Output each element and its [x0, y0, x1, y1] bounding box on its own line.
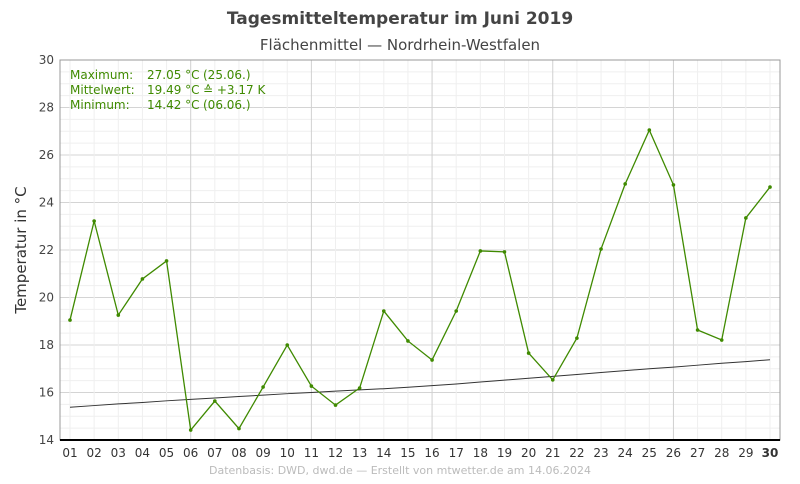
y-tick-label: 14 — [39, 433, 54, 447]
x-tick-label: 12 — [328, 446, 343, 460]
data-point — [695, 328, 700, 332]
y-axis-label: Temperatur in °C — [12, 186, 30, 314]
y-tick-label: 30 — [39, 53, 54, 67]
x-tick-label: 05 — [159, 446, 174, 460]
x-tick-label: 03 — [111, 446, 126, 460]
x-tick-label: 10 — [280, 446, 295, 460]
data-point — [92, 219, 96, 223]
y-tick-label: 16 — [39, 386, 54, 400]
max-value: 27.05 °C — [147, 68, 200, 82]
y-tick-label: 24 — [39, 196, 54, 210]
x-tick-label: 02 — [86, 446, 101, 460]
y-tick-label: 28 — [39, 101, 54, 115]
x-tick-label: 14 — [376, 446, 391, 460]
footer-source: Datenbasis: DWD, dwd.de — Erstellt von m… — [209, 464, 591, 477]
mean-anomaly: ≙ +3.17 K — [203, 83, 266, 97]
data-point — [285, 343, 290, 347]
mean-label: Mittelwert: — [70, 83, 135, 97]
x-tick-label: 30 — [762, 446, 779, 460]
data-point — [406, 339, 410, 343]
x-tick-label: 17 — [449, 446, 464, 460]
chart-title: Tagesmitteltemperatur im Juni 2019 — [227, 9, 573, 29]
data-point — [526, 351, 531, 355]
data-point — [333, 403, 338, 407]
max-date: (25.06.) — [203, 68, 251, 82]
x-tick-label: 19 — [497, 446, 512, 460]
y-tick-label: 18 — [39, 338, 54, 352]
max-label: Maximum: — [70, 68, 133, 82]
x-tick-label: 04 — [135, 446, 150, 460]
min-label: Minimum: — [70, 98, 130, 112]
data-point — [671, 183, 676, 187]
data-point — [237, 426, 241, 431]
x-tick-label: 22 — [569, 446, 584, 460]
data-point — [309, 384, 314, 388]
x-tick-label: 23 — [593, 446, 608, 460]
x-tick-label: 18 — [473, 446, 488, 460]
x-tick-label: 08 — [231, 446, 246, 460]
data-point — [188, 428, 193, 432]
data-point — [116, 313, 121, 317]
x-tick-label: 09 — [255, 446, 270, 460]
x-tick-label: 20 — [521, 446, 536, 460]
y-tick-label: 20 — [39, 291, 54, 305]
data-point — [623, 182, 627, 186]
x-tick-label: 25 — [642, 446, 657, 460]
x-tick-label: 29 — [738, 446, 753, 460]
data-point — [719, 338, 724, 342]
data-point — [599, 247, 603, 251]
data-point — [478, 249, 483, 253]
data-point — [454, 309, 459, 313]
data-point — [261, 385, 265, 389]
data-point — [140, 277, 145, 281]
data-point — [381, 309, 386, 313]
mean-value: 19.49 °C — [147, 83, 200, 97]
temperature-line — [69, 128, 771, 432]
x-tick-label: 06 — [183, 446, 198, 460]
reference-line — [69, 359, 771, 408]
min-value: 14.42 °C — [147, 98, 200, 112]
data-point — [768, 185, 772, 189]
data-point — [213, 399, 217, 403]
data-point — [502, 250, 507, 254]
stats-box: Maximum: 27.05 °C (25.06.) Mittelwert: 1… — [70, 68, 266, 112]
data-point — [550, 378, 555, 382]
chart-subtitle: Flächenmittel — Nordrhein-Westfalen — [260, 36, 540, 54]
x-tick-label: 26 — [666, 446, 681, 460]
x-tick-label: 16 — [424, 446, 439, 460]
x-tick-label: 07 — [207, 446, 222, 460]
data-point — [68, 318, 72, 322]
x-tick-label: 21 — [545, 446, 560, 460]
data-point — [164, 259, 169, 263]
x-tick-label: 13 — [352, 446, 367, 460]
data-point — [430, 358, 434, 362]
x-tick-label: 28 — [714, 446, 729, 460]
grid — [60, 59, 780, 441]
data-point — [575, 336, 579, 340]
x-tick-label: 27 — [690, 446, 705, 460]
data-point — [357, 386, 362, 390]
y-tick-label: 26 — [39, 148, 54, 162]
x-tick-label: 11 — [304, 446, 319, 460]
data-point — [647, 128, 652, 132]
x-tick-label: 15 — [400, 446, 415, 460]
x-tick-label: 01 — [62, 446, 77, 460]
x-tick-label: 24 — [618, 446, 633, 460]
data-point — [744, 216, 748, 220]
y-tick-label: 22 — [39, 243, 54, 257]
min-date: (06.06.) — [203, 98, 251, 112]
